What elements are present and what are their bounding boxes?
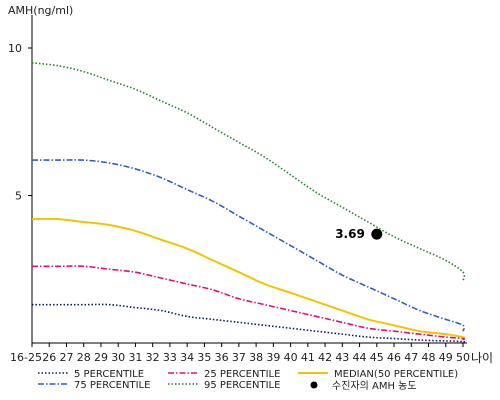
annotation-layer: 3.69 xyxy=(335,227,383,241)
series-line-75-percentile xyxy=(31,159,466,332)
x-tick-label: 47 xyxy=(404,351,418,364)
x-tick-label: 36 xyxy=(215,351,229,364)
x-tick-label: 30 xyxy=(111,351,125,364)
series-line-25-percentile xyxy=(32,265,466,341)
x-tick-label: 40 xyxy=(284,351,298,364)
y-tick-label: 10 xyxy=(8,42,22,55)
legend-point-marker xyxy=(310,381,318,389)
legend-label: 75 PERCENTILE xyxy=(74,380,150,391)
x-tick-label: 50 xyxy=(456,351,470,364)
x-tick-label: 45 xyxy=(370,351,384,364)
legend-label: 5 PERCENTILE xyxy=(74,369,144,380)
x-tick-label: 34 xyxy=(180,351,194,364)
x-tick-label: 32 xyxy=(146,351,160,364)
legend-label: 25 PERCENTILE xyxy=(204,369,280,380)
x-tick-label: 29 xyxy=(94,351,108,364)
x-tick-label: 48 xyxy=(422,351,436,364)
x-tick-label: 16-25 xyxy=(10,351,42,364)
x-tick-label: 44 xyxy=(353,351,367,364)
series-line-5-percentile xyxy=(32,303,466,343)
x-tick-label: 39 xyxy=(266,351,280,364)
patient-amh-point xyxy=(371,228,383,240)
y-tick-label: 5 xyxy=(15,190,22,203)
x-axis-title: 나이 xyxy=(471,351,493,365)
x-tick-label: 33 xyxy=(163,351,177,364)
x-tick-label: 38 xyxy=(249,351,263,364)
x-tick-label: 41 xyxy=(301,351,315,364)
series-line-95-percentile xyxy=(31,61,466,282)
y-axis-title: AMH(ng/ml) xyxy=(8,4,73,17)
x-tick-label: 28 xyxy=(77,351,91,364)
plot-area: 5 10 16-25 26 27 28 29 30 31 32 33 34 35 36 37 38 39 40 41… xyxy=(8,15,470,364)
x-tick-label: 43 xyxy=(335,351,349,364)
x-tick-label: 26 xyxy=(42,351,56,364)
x-tick-label: 31 xyxy=(128,351,142,364)
x-tick-label: 35 xyxy=(197,351,211,364)
x-tick-label: 46 xyxy=(387,351,401,364)
x-tick-label: 37 xyxy=(232,351,246,364)
legend-label: MEDIAN(50 PERCENTILE) xyxy=(334,369,458,380)
series-line-median-50-percentile- xyxy=(31,217,466,339)
series-layer xyxy=(31,61,466,343)
legend-label: 95 PERCENTILE xyxy=(204,380,280,391)
x-tick-label: 27 xyxy=(59,351,73,364)
legend-label: 수진자의 AMH 농도 xyxy=(332,380,417,392)
x-tick-label: 42 xyxy=(318,351,332,364)
patient-amh-value-label: 3.69 xyxy=(335,227,365,241)
x-tick-label: 49 xyxy=(439,351,453,364)
